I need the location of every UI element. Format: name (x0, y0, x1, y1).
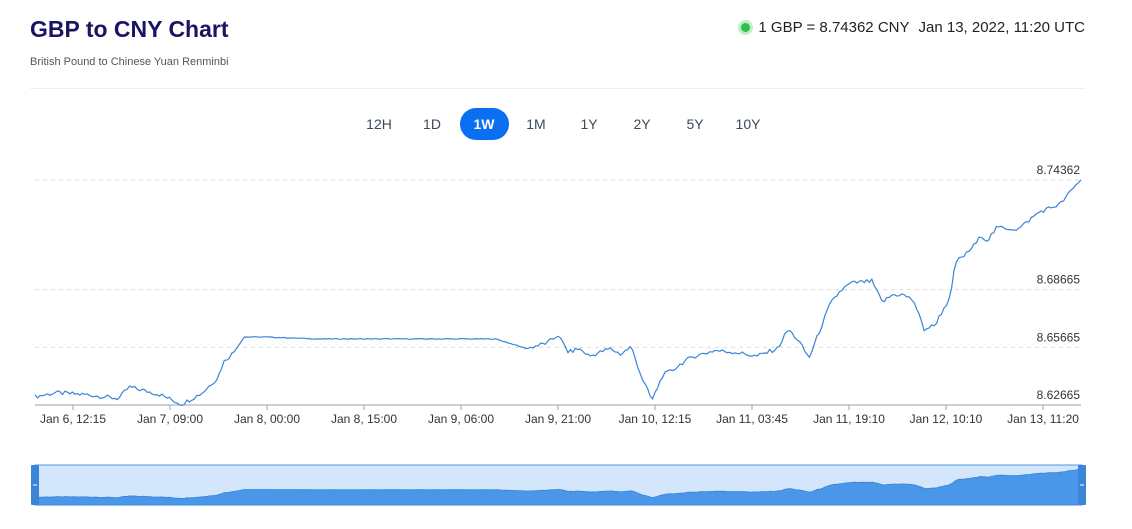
tab-1d[interactable]: 1D (423, 116, 441, 132)
x-tick-label: Jan 7, 09:00 (137, 412, 203, 426)
current-rate: 1 GBP = 8.74362 CNY Jan 13, 2022, 11:20 … (741, 19, 1085, 36)
x-tick-label: Jan 8, 15:00 (331, 412, 397, 426)
tab-12h[interactable]: 12H (366, 116, 392, 132)
tab-1w[interactable]: 1W (459, 108, 509, 140)
range-navigator[interactable] (0, 455, 1132, 515)
tab-10y[interactable]: 10Y (735, 116, 761, 132)
range-tabs: 12H 1D 1W 1M 1Y 2Y 5Y 10Y (0, 108, 1132, 140)
rate-chart: 8.62665 8.65665 8.68665 8.74362 Jan 6, 12:15… (34, 163, 1082, 426)
live-status-icon (741, 23, 751, 32)
x-tick-label: Jan 9, 21:00 (525, 412, 591, 426)
y-tick-label: 8.68665 (1037, 273, 1081, 287)
x-tick-label: Jan 11, 03:45 (716, 412, 788, 426)
navigator-area (34, 468, 1083, 506)
x-tick-label: Jan 8, 00:00 (234, 412, 300, 426)
x-tick-label: Jan 6, 12:15 (40, 412, 106, 426)
rate-timestamp: Jan 13, 2022, 11:20 UTC (918, 19, 1086, 36)
page-title: GBP to CNY Chart (30, 16, 229, 42)
header-divider (30, 88, 1085, 89)
tab-2y[interactable]: 2Y (633, 116, 651, 132)
series-line (34, 179, 1082, 407)
tab-1y[interactable]: 1Y (580, 116, 598, 132)
x-tick-label: Jan 10, 12:15 (619, 412, 692, 426)
x-tick-label: Jan 9, 06:00 (428, 412, 494, 426)
y-tick-label: 8.74362 (1037, 163, 1081, 177)
page-subtitle: British Pound to Chinese Yuan Renminbi (30, 56, 229, 68)
x-tick-label: Jan 13, 11:20 (1007, 412, 1079, 426)
y-tick-label: 8.65665 (1037, 330, 1081, 344)
tab-1m[interactable]: 1M (526, 116, 546, 132)
rate-value: 1 GBP = 8.74362 CNY (758, 19, 910, 36)
x-tick-label: Jan 11, 19:10 (813, 412, 885, 426)
y-tick-label: 8.62665 (1037, 388, 1081, 402)
tab-5y[interactable]: 5Y (686, 116, 704, 132)
x-tick-label: Jan 12, 10:10 (910, 412, 983, 426)
